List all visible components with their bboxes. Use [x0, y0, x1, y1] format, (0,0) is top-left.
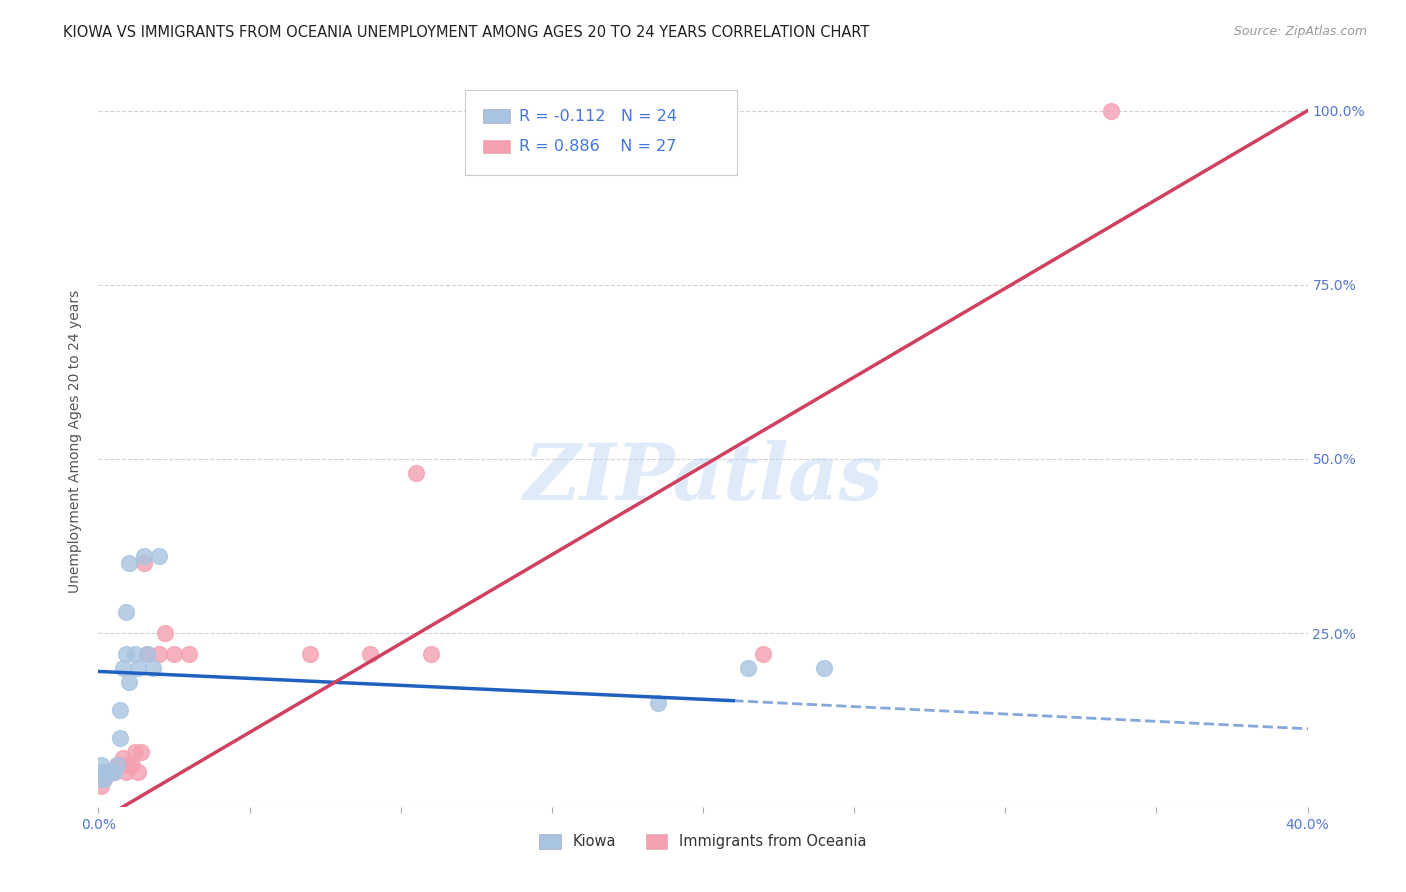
- Point: [108, 731, 131, 745]
- Point: [114, 647, 136, 661]
- Point: [114, 605, 136, 619]
- Bar: [482, 110, 509, 122]
- Point: [129, 745, 152, 759]
- Point: [813, 661, 835, 675]
- Point: [163, 647, 186, 661]
- Point: [127, 661, 149, 675]
- Point: [752, 647, 775, 661]
- Point: [135, 647, 157, 661]
- Point: [142, 661, 165, 675]
- Point: [118, 758, 141, 772]
- Point: [96, 765, 118, 780]
- Point: [111, 751, 134, 765]
- Point: [90, 765, 112, 780]
- Bar: [482, 140, 509, 153]
- Legend: Kiowa, Immigrants from Oceania: Kiowa, Immigrants from Oceania: [533, 828, 873, 855]
- Point: [124, 745, 146, 759]
- Point: [360, 647, 382, 661]
- FancyBboxPatch shape: [465, 90, 737, 175]
- Point: [132, 557, 155, 571]
- Point: [93, 772, 115, 787]
- Point: [100, 765, 122, 780]
- Point: [148, 647, 170, 661]
- Point: [103, 765, 125, 780]
- Point: [1099, 103, 1122, 118]
- Point: [647, 696, 669, 710]
- Point: [135, 647, 157, 661]
- Point: [108, 758, 131, 772]
- Point: [132, 549, 155, 564]
- Point: [90, 780, 112, 794]
- Point: [108, 703, 131, 717]
- Point: [93, 772, 115, 787]
- Point: [299, 647, 322, 661]
- Point: [118, 557, 141, 571]
- Text: R = 0.886    N = 27: R = 0.886 N = 27: [519, 139, 676, 154]
- Point: [90, 772, 112, 787]
- Point: [127, 765, 149, 780]
- Point: [103, 765, 125, 780]
- Text: KIOWA VS IMMIGRANTS FROM OCEANIA UNEMPLOYMENT AMONG AGES 20 TO 24 YEARS CORRELAT: KIOWA VS IMMIGRANTS FROM OCEANIA UNEMPLO…: [63, 25, 870, 40]
- Text: R = -0.112   N = 24: R = -0.112 N = 24: [519, 109, 678, 124]
- Point: [111, 661, 134, 675]
- Point: [105, 758, 128, 772]
- Text: Source: ZipAtlas.com: Source: ZipAtlas.com: [1233, 25, 1367, 38]
- Y-axis label: Unemployment Among Ages 20 to 24 years: Unemployment Among Ages 20 to 24 years: [69, 290, 83, 593]
- Point: [96, 765, 118, 780]
- Point: [405, 466, 427, 480]
- Point: [420, 647, 443, 661]
- Point: [118, 674, 141, 689]
- Point: [153, 626, 176, 640]
- Point: [114, 765, 136, 780]
- Point: [90, 772, 112, 787]
- Point: [148, 549, 170, 564]
- Point: [179, 647, 201, 661]
- Point: [90, 758, 112, 772]
- Point: [737, 661, 759, 675]
- Point: [124, 647, 146, 661]
- Text: ZIPatlas: ZIPatlas: [523, 440, 883, 516]
- Point: [105, 758, 128, 772]
- Point: [121, 758, 143, 772]
- Point: [100, 765, 122, 780]
